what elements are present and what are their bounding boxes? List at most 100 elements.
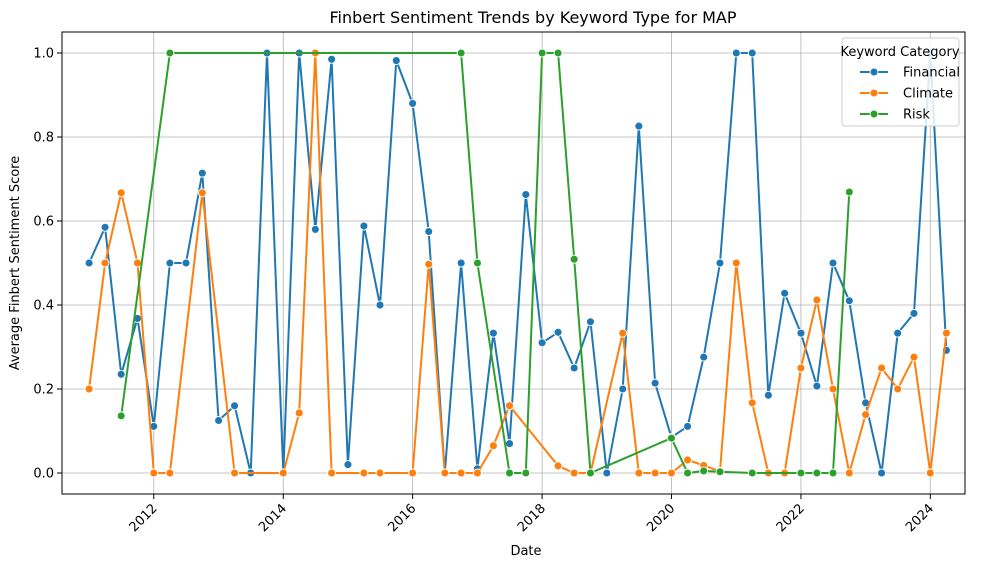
data-point-climate xyxy=(424,259,434,269)
series-risk xyxy=(116,48,854,478)
y-tick-label: 0.4 xyxy=(33,299,54,314)
data-point-risk xyxy=(569,254,579,264)
data-point-financial xyxy=(909,308,919,318)
plot-frame xyxy=(61,31,966,495)
data-point-risk xyxy=(747,468,757,478)
data-point-risk xyxy=(796,468,806,478)
data-point-financial xyxy=(553,327,563,337)
legend-label-climate: Climate xyxy=(903,87,953,102)
data-point-climate xyxy=(812,295,822,305)
data-point-climate xyxy=(569,468,579,478)
data-point-financial xyxy=(327,54,337,64)
data-point-risk xyxy=(521,468,531,478)
data-point-financial xyxy=(796,328,806,338)
data-point-risk xyxy=(553,48,563,58)
data-point-risk xyxy=(715,467,725,477)
data-point-climate xyxy=(505,401,514,411)
data-point-risk xyxy=(505,468,514,478)
legend-item-financial: Financial xyxy=(860,66,960,81)
data-point-financial xyxy=(408,98,418,108)
data-point-climate xyxy=(133,258,142,268)
data-point-financial xyxy=(650,378,660,388)
data-point-climate xyxy=(666,468,676,478)
data-point-risk xyxy=(812,468,822,478)
data-point-financial xyxy=(763,390,773,400)
data-point-climate xyxy=(861,410,871,420)
data-point-climate xyxy=(731,258,741,268)
data-point-climate xyxy=(230,468,240,478)
data-point-financial xyxy=(602,468,612,478)
data-point-financial xyxy=(391,56,401,66)
data-point-financial xyxy=(165,258,175,268)
data-point-climate xyxy=(197,188,207,198)
data-point-financial xyxy=(230,401,240,411)
data-point-climate xyxy=(844,468,854,478)
data-point-climate xyxy=(747,398,757,408)
data-point-climate xyxy=(294,408,304,418)
data-point-financial xyxy=(181,258,191,268)
y-tick-label: 0.8 xyxy=(33,131,54,146)
data-point-financial xyxy=(537,338,547,348)
data-point-financial xyxy=(586,317,595,327)
data-point-climate xyxy=(683,455,693,465)
legend-items: Financial Climate Risk xyxy=(860,66,960,123)
data-point-climate xyxy=(650,468,660,478)
data-point-financial xyxy=(359,221,369,231)
data-point-financial xyxy=(683,421,693,431)
data-point-risk xyxy=(844,187,854,197)
chart-title: Finbert Sentiment Trends by Keyword Type… xyxy=(329,8,736,27)
data-point-risk xyxy=(828,468,838,478)
data-point-climate xyxy=(796,363,806,373)
legend-marker-risk xyxy=(869,109,879,119)
data-point-climate xyxy=(359,468,369,478)
data-point-climate xyxy=(149,468,159,478)
data-point-risk xyxy=(666,433,676,443)
data-point-financial xyxy=(699,352,709,362)
legend-item-risk: Risk xyxy=(860,108,930,123)
y-tick-label: 0.6 xyxy=(33,215,54,230)
data-point-risk xyxy=(165,48,175,58)
data-point-risk xyxy=(116,411,126,421)
legend-box xyxy=(841,37,960,127)
x-tick-label: 2022 xyxy=(774,501,808,535)
data-point-climate xyxy=(456,468,466,478)
data-point-climate xyxy=(84,384,94,394)
data-point-financial xyxy=(618,384,628,394)
data-point-financial xyxy=(505,439,514,449)
series-financial xyxy=(84,48,951,478)
data-point-financial xyxy=(521,190,531,199)
data-point-climate xyxy=(925,468,935,478)
data-point-financial xyxy=(893,328,903,338)
data-point-financial xyxy=(197,168,207,178)
x-tick-label: 2024 xyxy=(903,501,937,535)
legend: Keyword Category Financial Climate Risk xyxy=(840,37,960,127)
data-point-climate xyxy=(909,352,919,362)
y-tick-label: 0.0 xyxy=(33,467,54,482)
data-point-financial xyxy=(844,296,854,306)
x-axis: 2012 2014 2016 2018 2020 2022 2024 xyxy=(127,494,937,535)
data-point-financial xyxy=(780,288,790,298)
y-axis-label: Average Finbert Sentiment Score xyxy=(8,156,23,370)
data-point-financial xyxy=(100,222,110,232)
data-point-financial xyxy=(731,48,741,58)
data-point-financial xyxy=(634,121,644,131)
data-point-financial xyxy=(812,381,822,391)
data-point-risk xyxy=(586,468,595,478)
data-point-climate xyxy=(375,468,385,478)
data-point-risk xyxy=(456,48,466,58)
data-point-financial xyxy=(747,48,757,58)
series-layer xyxy=(84,48,951,478)
data-point-financial xyxy=(456,258,466,268)
data-point-climate xyxy=(941,328,951,338)
data-point-financial xyxy=(488,328,498,338)
data-point-climate xyxy=(408,468,418,478)
x-axis-label: Date xyxy=(510,544,541,559)
x-tick-label: 2012 xyxy=(127,501,161,535)
data-point-financial xyxy=(116,369,126,379)
data-point-financial xyxy=(877,468,887,478)
data-point-climate xyxy=(828,384,838,394)
data-point-climate xyxy=(877,363,887,373)
data-point-climate xyxy=(488,441,498,451)
legend-marker-financial xyxy=(869,67,879,77)
